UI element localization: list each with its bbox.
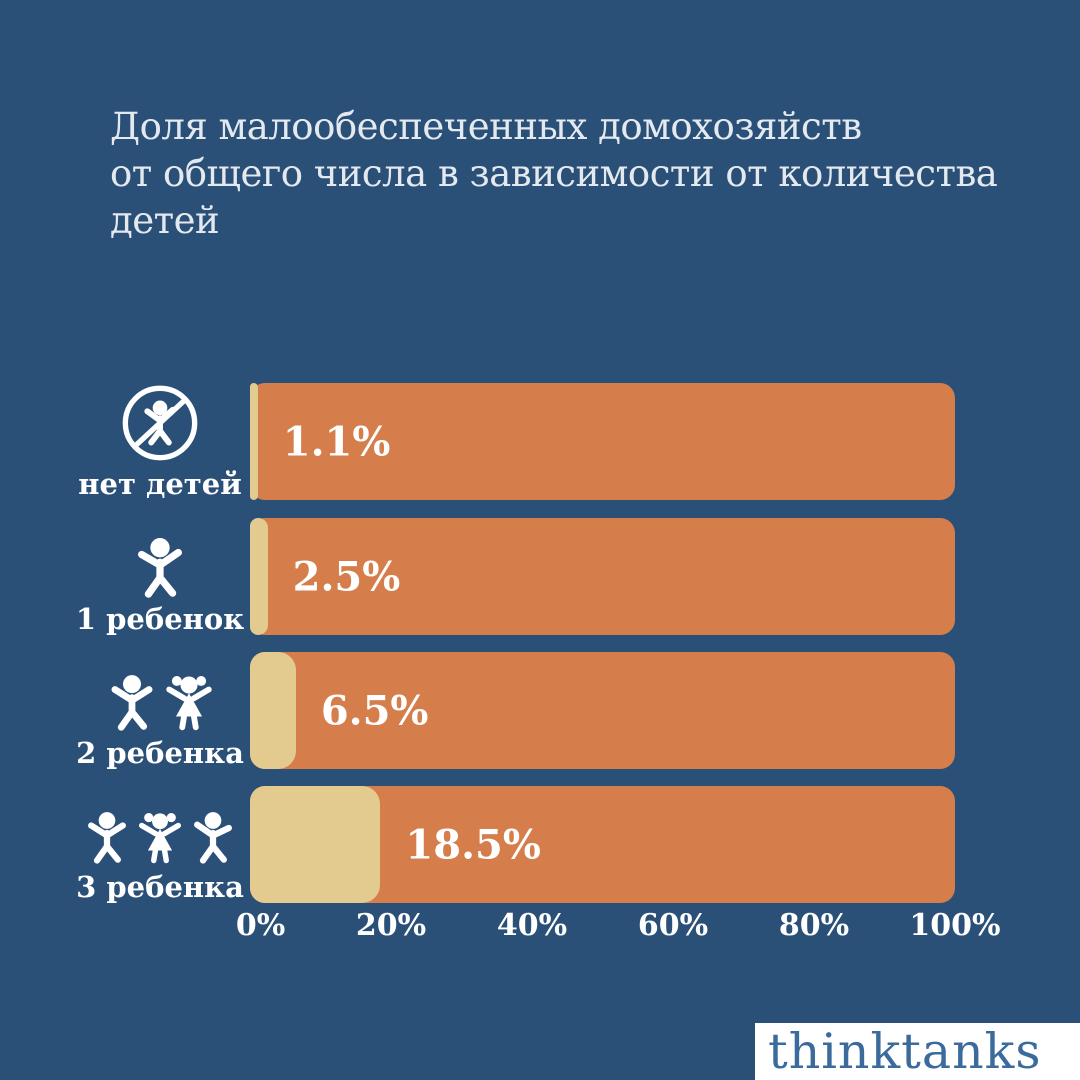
bar-value-label: 1.1% [282,418,391,465]
three-children-icon-girl [138,813,182,864]
chart-title: Доля малообеспеченных домохозяйств от об… [110,103,998,244]
one-child-icon [138,538,182,598]
bar-track: 6.5% [250,652,955,769]
three-children-icon-boy-right [194,812,232,864]
icon-wrap [105,673,216,733]
x-axis-tick: 60% [637,908,709,943]
logo-text: thinktanks [768,1023,1042,1080]
chart-title-line-3: детей [110,199,220,242]
category-block: 2 ребенка [76,673,244,769]
category-label: 1 ребенок [75,602,245,636]
category-block: нет детей [78,382,242,500]
bar-value-label: 2.5% [292,553,401,600]
no-children-icon [122,385,198,461]
bar-value-label: 18.5% [405,821,541,868]
chart-title-line-1: Доля малообеспеченных домохозяйств [110,105,862,148]
category-label: 2 ребенка [76,736,244,770]
x-axis-tick: 40% [496,908,568,943]
bar-track: 1.1% [250,383,955,500]
two-children-icon-girl [165,676,212,731]
x-axis-tick: 20% [355,908,427,943]
x-axis: 0% 20% 40% 60% 80% 100% [236,908,1001,948]
category-block: 1 ребенок [76,537,244,635]
x-axis-tick: 100% [909,908,1001,943]
bar-row-no-children: нет детей 1.1% [0,383,1080,500]
category-label: нет детей [78,467,242,501]
bar-fill-segment [250,518,268,635]
bar-row-one-child: 1 ребенок 2.5% [0,518,1080,635]
chart-title-line-2: от общего числа в зависимости от количес… [110,152,998,195]
three-children-icon-boy-left [88,812,126,864]
bar-row-three-children: 3 ребенка 18.5% [0,786,1080,903]
bar-track: 2.5% [250,518,955,635]
icon-wrap [82,809,238,867]
bar-fill-segment [250,383,258,500]
icon-wrap [131,537,189,599]
logo-badge: thinktanks [755,1023,1080,1080]
icon-wrap [119,382,201,464]
bar-fill-segment [250,786,381,903]
x-axis-tick: 0% [235,908,286,943]
x-axis-tick: 80% [778,908,850,943]
bar-row-two-children: 2 ребенка 6.5% [0,652,1080,769]
bar-value-label: 6.5% [320,687,429,734]
bar-fill-segment [250,652,296,769]
bar-track: 18.5% [250,786,955,903]
two-children-icon-boy [111,675,152,731]
category-block: 3 ребенка [76,809,244,903]
category-label: 3 ребенка [76,870,244,904]
